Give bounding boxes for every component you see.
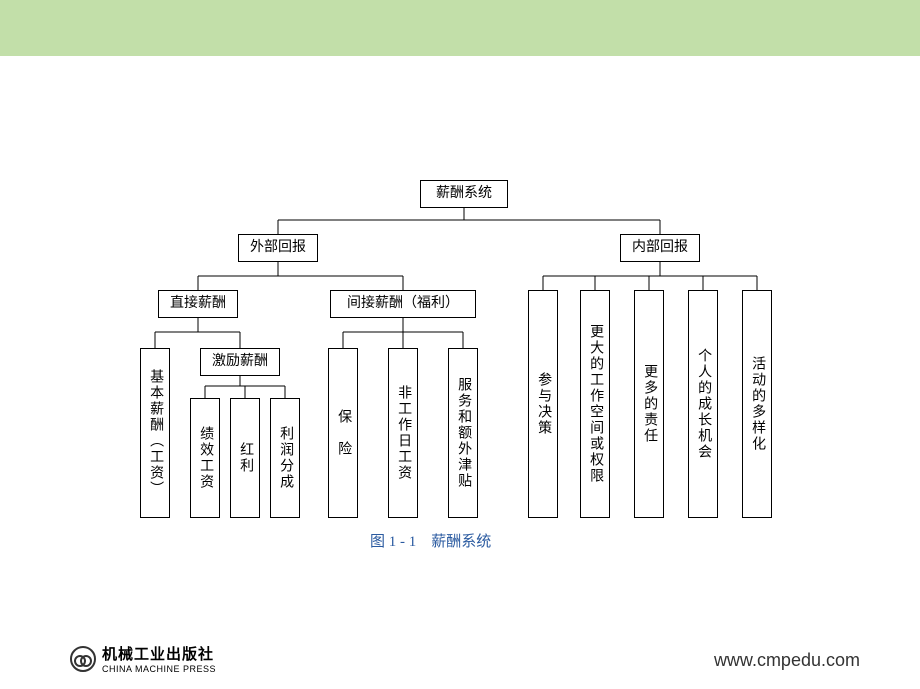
node-indirect: 间接薪酬（福利）	[330, 290, 476, 318]
node-base-pay: 基本薪酬（工资）	[140, 348, 170, 518]
publisher-logo-icon	[70, 646, 96, 672]
node-responsibility: 更多的责任	[634, 290, 664, 518]
top-band	[0, 0, 920, 56]
node-participation: 参与决策	[528, 290, 558, 518]
publisher-footer: 机械工业出版社 CHINA MACHINE PRESS	[70, 643, 216, 674]
node-insurance: 保 险	[328, 348, 358, 518]
publisher-url: www.cmpedu.com	[714, 650, 860, 671]
publisher-name-en: CHINA MACHINE PRESS	[102, 664, 216, 674]
node-workspace: 更大的工作空间或权限	[580, 290, 610, 518]
node-profit-share: 利润分成	[270, 398, 300, 518]
node-root: 薪酬系统	[420, 180, 508, 208]
node-incentive: 激励薪酬	[200, 348, 280, 376]
node-diversity: 活动的多样化	[742, 290, 772, 518]
node-internal: 内部回报	[620, 234, 700, 262]
figure-caption: 图 1 - 1 薪酬系统	[370, 530, 491, 551]
node-direct: 直接薪酬	[158, 290, 238, 318]
node-performance-pay: 绩效工资	[190, 398, 220, 518]
node-bonus: 红利	[230, 398, 260, 518]
node-service-allowance: 服务和额外津贴	[448, 348, 478, 518]
publisher-name-cn: 机械工业出版社	[102, 643, 216, 664]
node-external: 外部回报	[238, 234, 318, 262]
node-nonworkday-pay: 非工作日工资	[388, 348, 418, 518]
node-growth: 个人的成长机会	[688, 290, 718, 518]
tree-connectors	[0, 0, 920, 689]
